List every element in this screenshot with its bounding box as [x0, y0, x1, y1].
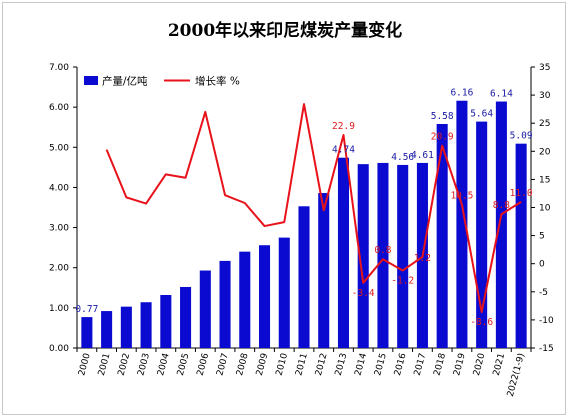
- legend: 产量/亿吨 增长率 %: [84, 75, 240, 88]
- bar-value-label: 5.64: [470, 109, 493, 120]
- y-right-tick-label: -15: [539, 344, 554, 354]
- growth-value-label: -8.6: [470, 317, 493, 328]
- bar: [81, 317, 93, 348]
- bar-value-label: 5.58: [431, 111, 454, 122]
- x-tick-label: 2006: [196, 352, 212, 377]
- legend-label-line: 增长率 %: [195, 75, 240, 88]
- bar-value-label: 0.77: [75, 304, 98, 315]
- growth-value-label: 22.9: [332, 121, 355, 132]
- y-left-tick-label: 3.00: [49, 224, 69, 234]
- bar: [337, 157, 350, 348]
- y-right-tick-label: 25: [539, 119, 550, 129]
- x-tick-label: 2009: [255, 352, 271, 377]
- bar-value-label: 5.09: [510, 131, 533, 142]
- bar: [377, 162, 389, 348]
- chart-title: 2000年以来印尼煤炭产量变化: [167, 21, 403, 41]
- x-tick-label: 2004: [156, 352, 172, 377]
- x-tick-label: 2010: [275, 352, 291, 377]
- bar: [180, 286, 192, 348]
- y-right-tick-label: 5: [539, 232, 545, 242]
- bar: [120, 306, 132, 348]
- data-labels: 0.77 4.74 4.564.61 5.58 6.16 5.64 6.14 5.09 22.9…: [75, 88, 532, 328]
- x-tick-label: 2005: [176, 352, 192, 377]
- growth-value-label: 10.5: [450, 191, 473, 202]
- x-tick-label: 2002: [117, 352, 133, 377]
- y-left-tick-label: 2.00: [49, 264, 69, 274]
- x-tick-label: 2014: [354, 352, 370, 377]
- bar: [318, 193, 330, 348]
- bar: [357, 164, 369, 348]
- y-left-tick-label: 7.00: [49, 63, 69, 73]
- x-tick-label: 2019: [452, 352, 468, 377]
- bar: [436, 124, 448, 348]
- bar-value-label: 4.61: [411, 150, 434, 161]
- x-tick-label: 2022(1-9): [506, 352, 527, 398]
- x-tick-label: 2013: [334, 352, 350, 377]
- y-left-tick-label: 5.00: [49, 143, 69, 153]
- bar-value-label: 6.16: [450, 88, 473, 99]
- y-right-tick-label: 35: [539, 63, 550, 73]
- x-tick-label: 2016: [393, 352, 409, 377]
- growth-value-label: -1.2: [391, 275, 414, 286]
- growth-line: [105, 103, 522, 314]
- bar: [476, 121, 488, 348]
- bar: [298, 206, 310, 348]
- growth-value-label: 8.8: [493, 200, 510, 211]
- x-tick-label: 2007: [215, 352, 231, 377]
- y-right-tick-label: 30: [539, 91, 551, 101]
- growth-value-label: 0.8: [374, 245, 391, 256]
- legend-swatch-bars: [84, 76, 98, 85]
- y-left-tick-label: 6.00: [49, 103, 69, 113]
- bar: [239, 251, 251, 348]
- bar: [160, 295, 172, 348]
- growth-value-label: -3.4: [352, 288, 375, 299]
- bar: [495, 101, 507, 348]
- y-right-tick-label: 15: [539, 175, 550, 185]
- y-right-tick-label: 0: [539, 260, 545, 270]
- x-tick-label: 2020: [472, 352, 488, 377]
- x-tick-label: 2003: [136, 352, 152, 377]
- x-tick-label: 2017: [413, 352, 429, 377]
- y-right-tick-label: 10: [539, 204, 551, 214]
- bars: [81, 100, 527, 348]
- bar: [456, 100, 468, 348]
- x-tick-label: 2008: [235, 352, 251, 377]
- bar: [515, 143, 527, 348]
- y-left-tick-label: 0.00: [49, 344, 69, 354]
- x-tick-label: 2000: [77, 352, 93, 377]
- x-tick-label: 2015: [373, 352, 389, 377]
- y-right-tick-label: -5: [539, 288, 548, 298]
- bar: [397, 164, 409, 348]
- legend-label-bars: 产量/亿吨: [102, 75, 148, 88]
- y-right-tick-label: 20: [539, 147, 551, 157]
- x-tick-label: 2012: [314, 352, 330, 377]
- growth-value-label: 11.0: [510, 188, 533, 199]
- growth-line-path: [105, 103, 522, 314]
- bar-value-label: 6.14: [490, 89, 513, 100]
- growth-value-label: 20.9: [431, 132, 454, 143]
- bar-value-label: 4.56: [391, 152, 414, 163]
- y-left-tick-label: 4.00: [49, 183, 69, 193]
- bar: [199, 270, 211, 348]
- y-right-tick-label: -10: [539, 316, 554, 326]
- bar: [219, 260, 231, 348]
- bar: [101, 311, 113, 348]
- x-tick-label: 2001: [97, 352, 113, 377]
- bar-value-label: 4.74: [332, 145, 355, 156]
- x-tick-label: 2021: [492, 352, 508, 377]
- bar: [140, 302, 152, 348]
- growth-value-label: 1.2: [414, 253, 431, 264]
- y-left-tick-label: 1.00: [49, 304, 69, 314]
- x-tick-label: 2018: [432, 352, 448, 377]
- bar: [278, 237, 290, 348]
- bar: [258, 245, 271, 348]
- x-tick-label: 2011: [294, 352, 310, 377]
